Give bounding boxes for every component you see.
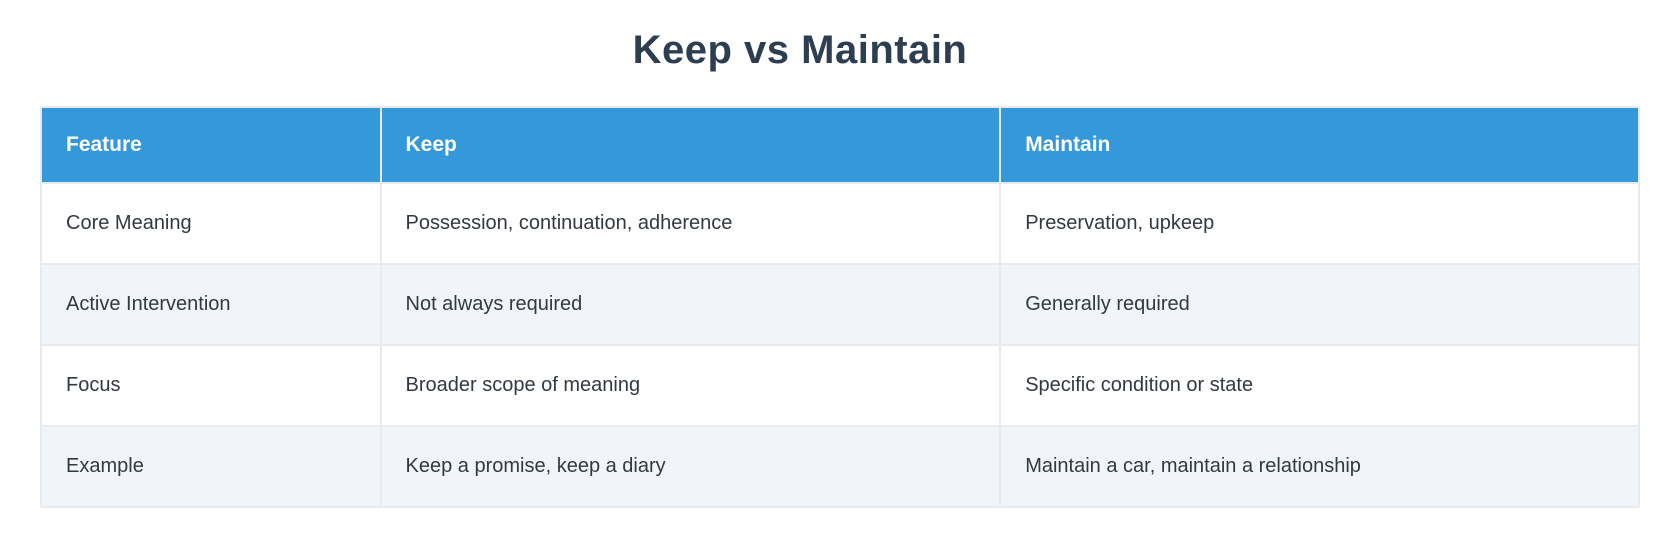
keep-cell: Possession, continuation, adherence [381,184,1000,263]
maintain-cell: Maintain a car, maintain a relationship [1001,427,1638,506]
comparison-table: Feature Keep Maintain Core Meaning Posse… [40,106,1640,508]
keep-cell: Broader scope of meaning [381,346,1000,425]
table-container: Feature Keep Maintain Core Meaning Posse… [40,106,1640,508]
page: Keep vs Maintain Feature Keep Maintain C… [0,26,1680,548]
table-row: Focus Broader scope of meaning Specific … [42,346,1638,425]
column-header-feature: Feature [42,108,380,182]
table-row: Core Meaning Possession, continuation, a… [42,184,1638,263]
header-row: Feature Keep Maintain [42,108,1638,182]
keep-cell: Not always required [381,265,1000,344]
keep-cell: Keep a promise, keep a diary [381,427,1000,506]
page-title: Keep vs Maintain [632,28,968,72]
feature-cell: Focus [42,346,380,425]
maintain-cell: Preservation, upkeep [1001,184,1638,263]
table-row: Example Keep a promise, keep a diary Mai… [42,427,1638,506]
table-row: Active Intervention Not always required … [42,265,1638,344]
feature-cell: Active Intervention [42,265,380,344]
column-header-maintain: Maintain [1001,108,1638,182]
column-header-keep: Keep [381,108,1000,182]
feature-cell: Example [42,427,380,506]
maintain-cell: Specific condition or state [1001,346,1638,425]
maintain-cell: Generally required [1001,265,1638,344]
feature-cell: Core Meaning [42,184,380,263]
